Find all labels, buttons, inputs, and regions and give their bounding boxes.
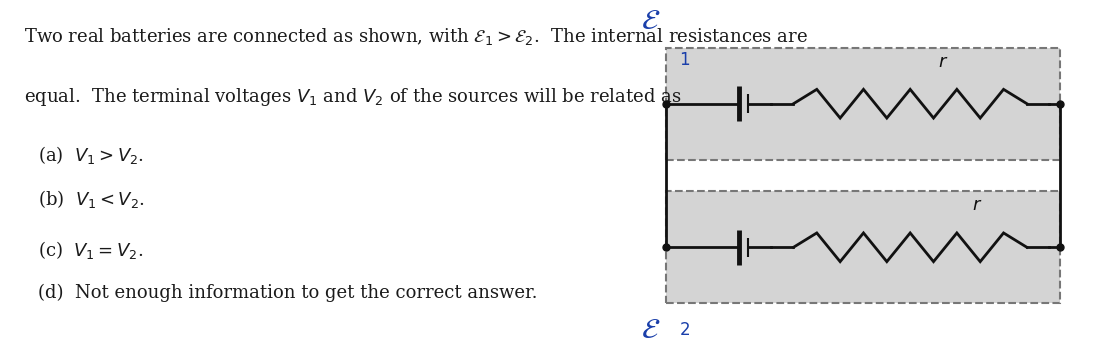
Text: $r$: $r$ bbox=[939, 53, 949, 71]
Text: $r$: $r$ bbox=[972, 196, 982, 214]
Text: (c)  $V_1 = V_2$.: (c) $V_1 = V_2$. bbox=[37, 239, 143, 261]
Text: equal.  The terminal voltages $V_1$ and $V_2$ of the sources will be related as: equal. The terminal voltages $V_1$ and $… bbox=[25, 86, 682, 108]
Text: $1$: $1$ bbox=[679, 51, 690, 69]
Text: (d)  Not enough information to get the correct answer.: (d) Not enough information to get the co… bbox=[37, 284, 536, 302]
Text: $\mathcal{E}$: $\mathcal{E}$ bbox=[641, 316, 660, 344]
Text: $\mathcal{E}$: $\mathcal{E}$ bbox=[641, 7, 660, 35]
Bar bbox=[665, 191, 1061, 303]
Text: (a)  $V_1 > V_2$.: (a) $V_1 > V_2$. bbox=[37, 144, 143, 166]
Text: (b)  $V_1 < V_2$.: (b) $V_1 < V_2$. bbox=[37, 188, 144, 210]
Text: Two real batteries are connected as shown, with $\mathcal{E}_1 > \mathcal{E}_2$.: Two real batteries are connected as show… bbox=[25, 26, 809, 47]
Bar bbox=[665, 48, 1061, 160]
Text: $2$: $2$ bbox=[679, 321, 690, 339]
